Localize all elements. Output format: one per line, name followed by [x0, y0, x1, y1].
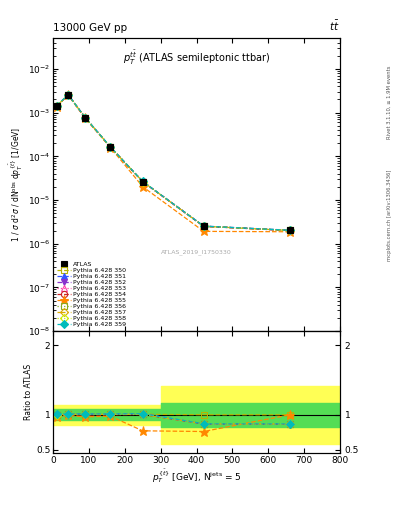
X-axis label: $p^{\{\bar{t}\}}_T$ [GeV], N$^{\rm jets}$ = 5: $p^{\{\bar{t}\}}_T$ [GeV], N$^{\rm jets}…	[152, 467, 241, 485]
ATLAS	[54, 103, 59, 109]
ATLAS	[201, 223, 206, 229]
Line: ATLAS: ATLAS	[53, 92, 293, 233]
Text: Rivet 3.1.10, ≥ 1.9M events: Rivet 3.1.10, ≥ 1.9M events	[387, 66, 392, 139]
Y-axis label: 1 / $\sigma$ d$^2\sigma$ / dN$^{\rm obs}$ d$p^{\{\bar{t}\}}_T$ [1/GeV]: 1 / $\sigma$ d$^2\sigma$ / dN$^{\rm obs}…	[7, 127, 25, 242]
Text: $p_T^{t\bar{t}}$ (ATLAS semileptonic ttbar): $p_T^{t\bar{t}}$ (ATLAS semileptonic ttb…	[123, 49, 270, 67]
ATLAS	[108, 144, 113, 150]
ATLAS	[66, 92, 70, 98]
Y-axis label: Ratio to ATLAS: Ratio to ATLAS	[24, 364, 33, 420]
Legend: ATLAS, Pythia 6.428 350, Pythia 6.428 351, Pythia 6.428 352, Pythia 6.428 353, P: ATLAS, Pythia 6.428 350, Pythia 6.428 35…	[56, 260, 127, 328]
ATLAS	[83, 115, 88, 121]
ATLAS	[140, 179, 145, 185]
Text: ATLAS_2019_I1750330: ATLAS_2019_I1750330	[161, 249, 232, 255]
ATLAS	[287, 227, 292, 233]
Text: 13000 GeV pp: 13000 GeV pp	[53, 23, 127, 33]
Text: $t\bar{t}$: $t\bar{t}$	[329, 19, 340, 33]
Text: mcplots.cern.ch [arXiv:1306.3436]: mcplots.cern.ch [arXiv:1306.3436]	[387, 169, 392, 261]
